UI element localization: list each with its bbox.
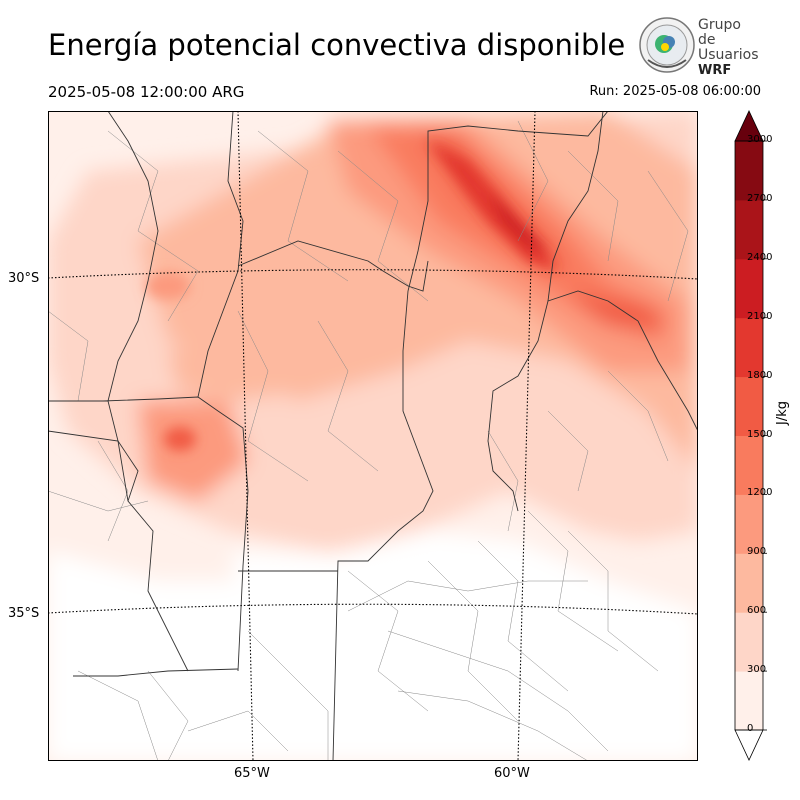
colorbar xyxy=(734,110,767,761)
map-title: Energía potencial convectiva disponible xyxy=(48,28,626,62)
colorbar-band xyxy=(735,435,763,495)
logo-line3: WRF xyxy=(698,63,732,78)
map-frame xyxy=(48,111,698,761)
colorbar-tick-label: 900 xyxy=(747,546,767,558)
colorbar-band xyxy=(735,612,763,672)
colorbar-band xyxy=(735,199,763,260)
colorbar-tick-label: 2400 xyxy=(747,251,773,263)
run-time: Run: 2025-05-08 06:00:00 xyxy=(589,84,761,99)
lat-label-35s: 35°S xyxy=(8,606,40,621)
cape-core-field xyxy=(146,141,558,451)
lat-label-30s: 30°S xyxy=(8,271,40,286)
colorbar-band xyxy=(735,141,763,201)
colorbar-tick-label: 3000 xyxy=(747,134,773,145)
cape-map xyxy=(48,111,698,761)
colorbar-band xyxy=(735,258,763,319)
lon-label-60w: 60°W xyxy=(494,766,530,781)
logo-line2: Usuarios xyxy=(698,47,759,63)
province-boundaries xyxy=(48,111,698,761)
valid-time: 2025-05-08 12:00:00 ARG xyxy=(48,83,245,101)
colorbar-tick-label: 600 xyxy=(747,605,767,617)
colorbar-tick-label: 1500 xyxy=(747,428,773,440)
colorbar-tick-label: 2700 xyxy=(747,192,773,204)
colorbar-tick-label: 2100 xyxy=(747,310,773,322)
colorbar-band xyxy=(735,553,763,613)
colorbar-band xyxy=(735,494,763,554)
colorbar-tick-label: 300 xyxy=(747,664,767,676)
colorbar-tick-label: 1200 xyxy=(747,487,773,499)
colorbar-band xyxy=(735,671,763,731)
colorbar-tick-label: 1800 xyxy=(747,369,773,381)
colorbar-band xyxy=(735,317,763,378)
logo-line1: Grupo de xyxy=(698,17,741,48)
colorbar-extend-min xyxy=(734,729,764,761)
department-boundaries xyxy=(48,120,689,761)
colorbar-unit: J/kg xyxy=(775,401,790,425)
lon-label-65w: 65°W xyxy=(234,766,270,781)
colorbar-band xyxy=(735,376,763,436)
grupo-wrf-logo: Grupo de Usuarios WRF xyxy=(638,16,759,78)
colorbar-tick-label: 0 xyxy=(747,723,754,734)
graticule xyxy=(48,111,698,761)
logo-emblem-icon xyxy=(639,17,695,73)
